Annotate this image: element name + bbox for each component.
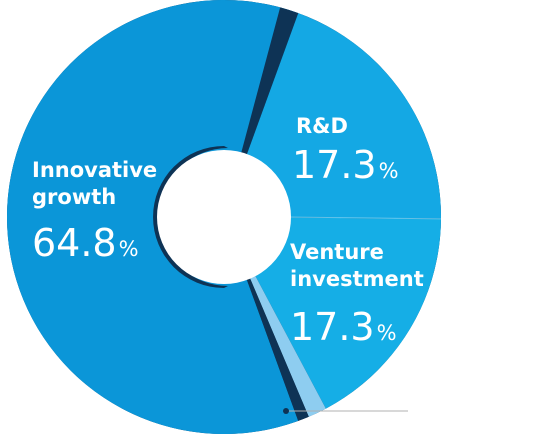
slice-divider-rnd-venture: [283, 216, 441, 220]
slice-label-innovative-growth-line1: Innovative: [32, 158, 157, 182]
slice-value-rnd-unit: %: [379, 159, 399, 183]
slice-label-venture-investment-line2: investment: [290, 267, 424, 291]
small-slice-leader-dot: [283, 408, 289, 414]
slice-label-rnd: R&D: [296, 114, 348, 138]
pie-slice-rnd: [224, 13, 441, 219]
pie-slice-venture-investment: [224, 217, 441, 409]
center-hole: [157, 150, 291, 284]
slice-label-innovative-growth-line2: growth: [32, 185, 116, 209]
slice-value-innovative-growth-number: 64.8: [32, 221, 117, 265]
slice-value-innovative-growth: 64.8%: [32, 221, 139, 265]
slice-value-rnd-number: 17.3: [292, 143, 377, 187]
slice-value-rnd: 17.3%: [292, 143, 399, 187]
slice-label-venture-investment-line1: Venture: [290, 240, 384, 264]
slice-value-innovative-growth-unit: %: [119, 237, 139, 261]
slice-value-venture-investment-number: 17.3: [290, 305, 375, 349]
slice-value-venture-investment: 17.3%: [290, 305, 397, 349]
label-venture-investment: Venture investment 17.3%: [290, 240, 424, 349]
slice-value-venture-investment-unit: %: [377, 321, 397, 345]
pie-slice-innovative-growth: [6, 0, 299, 434]
label-rnd: R&D 17.3%: [292, 114, 399, 187]
label-innovative-growth: Innovative growth 64.8%: [32, 158, 157, 265]
